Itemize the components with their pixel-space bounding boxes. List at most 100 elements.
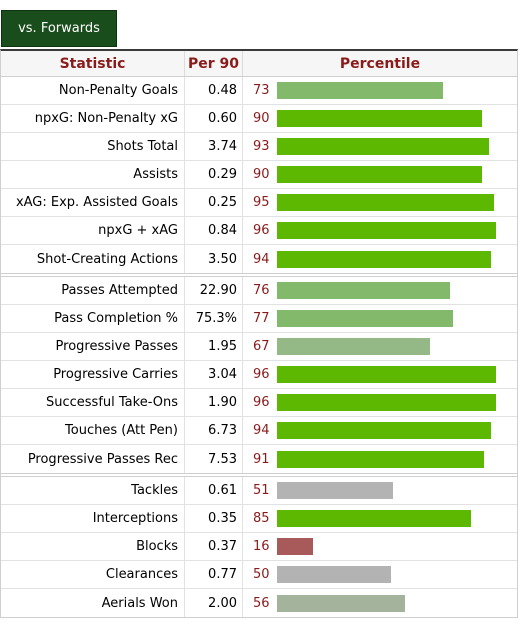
percentile-bar	[277, 594, 405, 612]
stat-name: Progressive Passes	[1, 333, 185, 360]
stat-group: Tackles 0.61 51 Interceptions 0.35 85 Blocks 0.…	[1, 477, 517, 617]
percentile-value: 56	[253, 595, 270, 611]
stat-per90: 0.29	[185, 161, 243, 188]
table-row: Aerials Won 2.00 56	[1, 589, 517, 617]
table-row: Non-Penalty Goals 0.48 73	[1, 77, 517, 105]
percentile-value: 85	[253, 511, 270, 526]
stat-name: xAG: Exp. Assisted Goals	[1, 189, 185, 216]
percentile-value: 76	[253, 283, 270, 298]
stat-per90: 1.95	[185, 333, 243, 360]
stat-per90: 0.37	[185, 533, 243, 560]
percentile-bar	[277, 482, 393, 499]
stat-per90: 0.48	[185, 77, 243, 104]
percentile-value: 96	[253, 395, 270, 410]
stat-name: Progressive Carries	[1, 361, 185, 388]
table-row: Shots Total 3.74 93	[1, 133, 517, 161]
stat-percentile: 90	[243, 161, 517, 188]
stat-name: Blocks	[1, 533, 185, 560]
stat-per90: 0.35	[185, 505, 243, 532]
percentile-bar	[277, 566, 391, 583]
percentile-value: 73	[253, 83, 270, 98]
stat-percentile: 96	[243, 389, 517, 416]
stat-name: Interceptions	[1, 505, 185, 532]
stat-name: npxG: Non-Penalty xG	[1, 105, 185, 132]
percentile-bar	[277, 166, 482, 183]
stat-percentile: 90	[243, 105, 517, 132]
stat-per90: 1.90	[185, 389, 243, 416]
stat-per90: 0.25	[185, 189, 243, 216]
percentile-table: Statistic Per 90 Percentile Non-Penalty …	[0, 49, 518, 618]
percentile-value: 67	[253, 339, 270, 354]
stat-name: Passes Attempted	[1, 277, 185, 304]
percentile-value: 50	[253, 567, 270, 582]
stat-per90: 0.61	[185, 477, 243, 504]
percentile-bar	[277, 110, 482, 127]
percentile-bar	[277, 138, 489, 155]
stat-percentile: 95	[243, 189, 517, 216]
percentile-bar	[277, 222, 496, 239]
percentile-value: 16	[253, 539, 270, 554]
stat-name: Successful Take-Ons	[1, 389, 185, 416]
percentile-value: 90	[253, 167, 270, 182]
table-row: Assists 0.29 90	[1, 161, 517, 189]
stat-per90: 3.50	[185, 245, 243, 273]
percentile-bar	[277, 538, 313, 555]
percentile-value: 94	[253, 251, 270, 267]
stat-per90: 2.00	[185, 589, 243, 617]
tab-vs-forwards[interactable]: vs. Forwards	[1, 10, 117, 47]
percentile-value: 90	[253, 111, 270, 126]
percentile-value: 95	[253, 195, 270, 210]
percentile-bar	[277, 394, 496, 411]
stat-percentile: 16	[243, 533, 517, 560]
table-row: Shot-Creating Actions 3.50 94	[1, 245, 517, 273]
percentile-bar	[277, 338, 430, 355]
header-statistic[interactable]: Statistic	[1, 51, 185, 76]
stat-per90: 6.73	[185, 417, 243, 444]
percentile-bar	[277, 82, 443, 99]
stat-percentile: 77	[243, 305, 517, 332]
stat-name: Progressive Passes Rec	[1, 445, 185, 473]
percentile-bar	[277, 250, 491, 268]
stat-percentile: 94	[243, 245, 517, 273]
percentile-bar	[277, 282, 450, 299]
percentile-value: 91	[253, 451, 270, 467]
table-row: Pass Completion % 75.3% 77	[1, 305, 517, 333]
table-row: Clearances 0.77 50	[1, 561, 517, 589]
stat-per90: 7.53	[185, 445, 243, 473]
stat-percentile: 91	[243, 445, 517, 473]
percentile-value: 96	[253, 367, 270, 382]
stat-percentile: 93	[243, 133, 517, 160]
stat-name: Tackles	[1, 477, 185, 504]
stat-percentile: 96	[243, 361, 517, 388]
percentile-bar	[277, 450, 484, 468]
percentile-bar	[277, 310, 453, 327]
table-row: Interceptions 0.35 85	[1, 505, 517, 533]
table-row: Tackles 0.61 51	[1, 477, 517, 505]
stat-percentile: 76	[243, 277, 517, 304]
header-percentile[interactable]: Percentile	[339, 55, 421, 72]
stat-name: Shots Total	[1, 133, 185, 160]
header-per90[interactable]: Per 90	[185, 51, 243, 76]
table-row: Touches (Att Pen) 6.73 94	[1, 417, 517, 445]
table-header: Statistic Per 90 Percentile	[1, 51, 517, 77]
stat-name: Aerials Won	[1, 589, 185, 617]
stat-percentile: 96	[243, 217, 517, 244]
percentile-bar	[277, 422, 491, 439]
percentile-value: 94	[253, 423, 270, 438]
stat-name: Pass Completion %	[1, 305, 185, 332]
percentile-value: 93	[253, 139, 270, 154]
percentile-bar	[277, 366, 496, 383]
stat-name: Non-Penalty Goals	[1, 77, 185, 104]
stat-percentile: 50	[243, 561, 517, 588]
stat-per90: 0.60	[185, 105, 243, 132]
stat-name: Assists	[1, 161, 185, 188]
stat-name: npxG + xAG	[1, 217, 185, 244]
stat-percentile: 85	[243, 505, 517, 532]
stat-group: Non-Penalty Goals 0.48 73 npxG: Non-Penalty…	[1, 77, 517, 277]
stat-per90: 75.3%	[185, 305, 243, 332]
stat-per90: 3.74	[185, 133, 243, 160]
percentile-bar	[277, 194, 494, 211]
stat-name: Shot-Creating Actions	[1, 245, 185, 273]
percentile-value: 96	[253, 223, 270, 238]
table-row: Successful Take-Ons 1.90 96	[1, 389, 517, 417]
